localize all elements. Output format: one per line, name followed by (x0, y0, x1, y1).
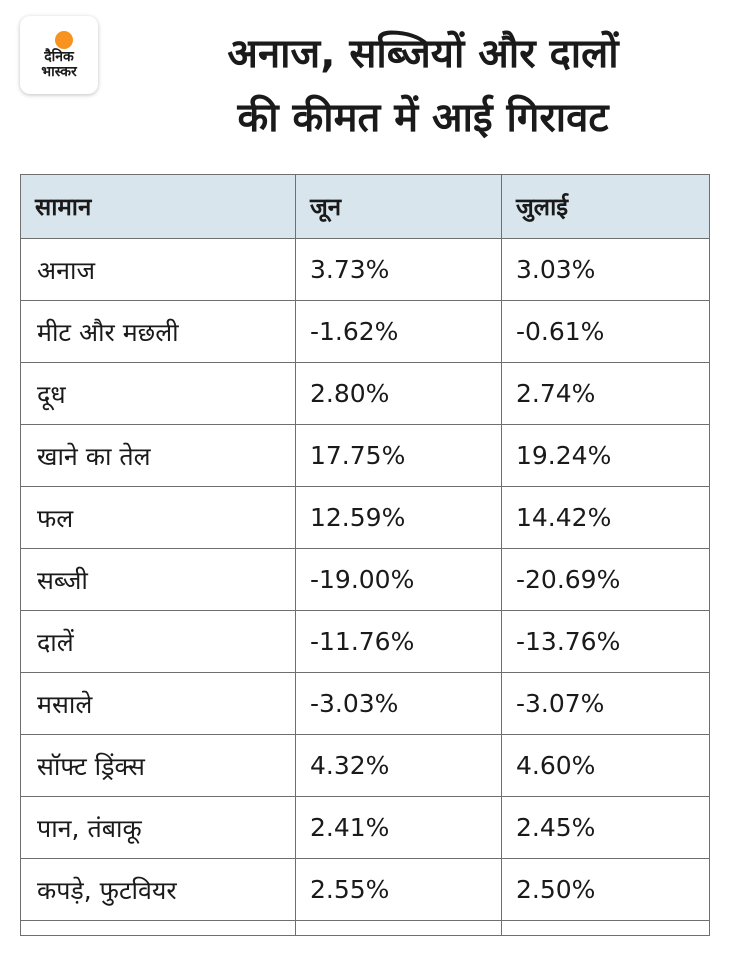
cell-item: मीट और मछली (21, 301, 296, 362)
table-row: दालें -11.76% -13.76% (21, 611, 709, 673)
table-tail-cell (296, 921, 502, 935)
table-row: खाने का तेल 17.75% 19.24% (21, 425, 709, 487)
cell-june: 17.75% (296, 425, 502, 486)
table-row: सॉफ्ट ड्रिंक्स 4.32% 4.60% (21, 735, 709, 797)
table-row: दूध 2.80% 2.74% (21, 363, 709, 425)
cell-item: सॉफ्ट ड्रिंक्स (21, 735, 296, 796)
cell-item: अनाज (21, 239, 296, 300)
logo-text-line1: दैनिक (44, 48, 74, 65)
title-line1: अनाज, सब्जियों और दालों (227, 31, 619, 77)
cell-june: -1.62% (296, 301, 502, 362)
cell-item: दूध (21, 363, 296, 424)
cell-july: 14.42% (516, 503, 612, 532)
cell-july: -20.69% (516, 565, 621, 594)
table-row: सब्जी -19.00% -20.69% (21, 549, 709, 611)
cell-june: -19.00% (296, 549, 502, 610)
cell-item: सब्जी (21, 549, 296, 610)
cell-july: -3.07% (516, 689, 605, 718)
cell-june: -3.03% (296, 673, 502, 734)
cell-june: 2.41% (296, 797, 502, 858)
table-row: अनाज 3.73% 3.03% (21, 239, 709, 301)
cell-july: 2.45% (516, 813, 596, 842)
title-line2: की कीमत में आई गिरावट (237, 95, 609, 141)
column-header-july: जुलाई (516, 193, 569, 221)
price-change-table: सामान जून जुलाई अनाज 3.73% 3.03% मीट और मछल… (20, 174, 710, 936)
sun-icon (55, 30, 73, 49)
logo-text-line2: भास्कर (41, 63, 77, 80)
cell-item: दालें (21, 611, 296, 672)
table-tail-cell (21, 921, 296, 935)
table-row: मीट और मछली -1.62% -0.61% (21, 301, 709, 363)
cell-june: 12.59% (296, 487, 502, 548)
column-header-item: सामान (21, 175, 296, 238)
cell-july: 3.03% (516, 255, 596, 284)
cell-june: 2.80% (296, 363, 502, 424)
cell-july: -13.76% (516, 627, 621, 656)
cell-item: फल (21, 487, 296, 548)
table-tail-cell (502, 921, 709, 935)
cell-june: 2.55% (296, 859, 502, 920)
table-tail-row (21, 921, 709, 935)
dainik-bhaskar-logo: दैनिक भास्कर (20, 16, 98, 94)
cell-item: कपड़े, फुटवियर (21, 859, 296, 920)
cell-item: पान, तंबाकू (21, 797, 296, 858)
cell-june: 4.32% (296, 735, 502, 796)
table-row: कपड़े, फुटवियर 2.55% 2.50% (21, 859, 709, 921)
cell-item: खाने का तेल (21, 425, 296, 486)
cell-july: 19.24% (516, 441, 612, 470)
cell-june: -11.76% (296, 611, 502, 672)
cell-june: 3.73% (296, 239, 502, 300)
cell-july: 4.60% (516, 751, 596, 780)
table-header-row: सामान जून जुलाई (21, 175, 709, 239)
table-row: फल 12.59% 14.42% (21, 487, 709, 549)
cell-july: 2.74% (516, 379, 596, 408)
cell-july: -0.61% (516, 317, 605, 346)
page-title: अनाज, सब्जियों और दालों की कीमत में आई ग… (128, 22, 718, 150)
column-header-june: जून (296, 175, 502, 238)
cell-item: मसाले (21, 673, 296, 734)
cell-july: 2.50% (516, 875, 596, 904)
table-row: मसाले -3.03% -3.07% (21, 673, 709, 735)
table-row: पान, तंबाकू 2.41% 2.45% (21, 797, 709, 859)
